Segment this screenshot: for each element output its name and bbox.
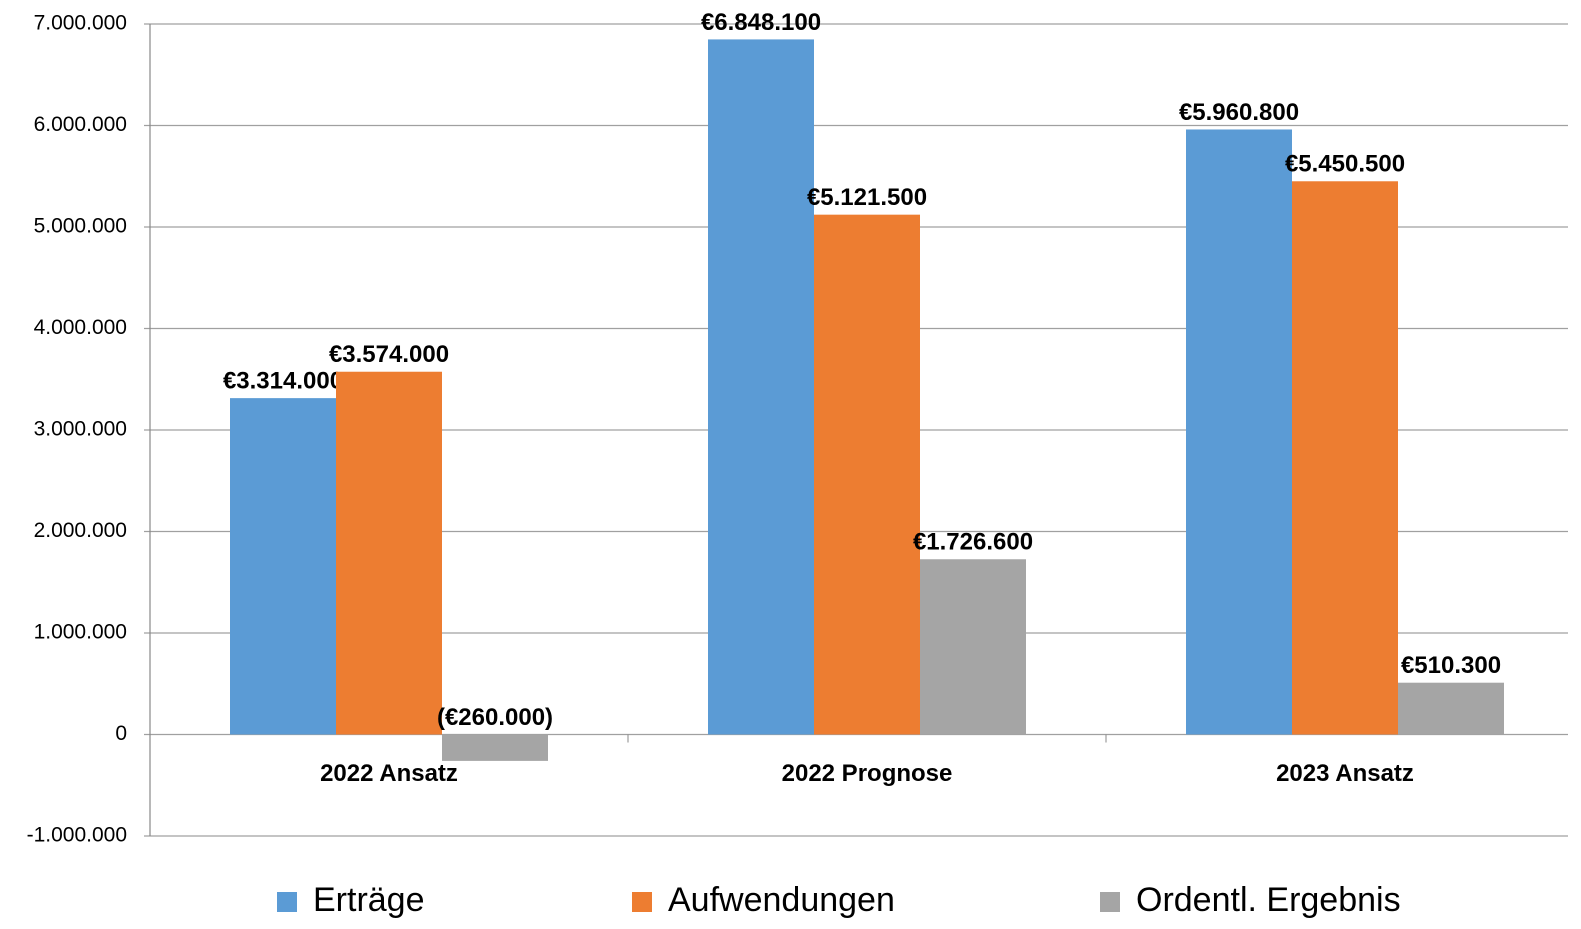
bar — [230, 398, 336, 735]
value-label: €1.726.600 — [913, 529, 1033, 556]
legend-swatch — [632, 892, 652, 912]
bar — [920, 559, 1026, 735]
legend-swatch — [1100, 892, 1120, 912]
y-tick-label: 2.000.000 — [34, 519, 127, 542]
bar — [442, 734, 548, 761]
x-tick-label: 2023 Ansatz — [1276, 760, 1414, 787]
bar — [814, 214, 920, 735]
bar — [708, 39, 814, 735]
value-label: €5.450.500 — [1285, 151, 1405, 178]
value-label: €3.314.000 — [223, 367, 343, 394]
value-label: €5.121.500 — [807, 184, 927, 211]
legend-label: Aufwendungen — [668, 881, 895, 919]
y-tick-label: 4.000.000 — [34, 316, 127, 339]
y-tick-label: 3.000.000 — [34, 418, 127, 441]
y-tick-label: 1.000.000 — [34, 621, 127, 644]
bar — [336, 371, 442, 735]
legend-label: Ordentl. Ergebnis — [1136, 881, 1401, 919]
x-tick-label: 2022 Ansatz — [320, 760, 458, 787]
y-tick-label: 7.000.000 — [34, 12, 127, 35]
y-tick-label: 0 — [115, 722, 127, 745]
bar — [1292, 181, 1398, 735]
x-tick-label: 2022 Prognose — [782, 760, 953, 787]
bar — [1398, 682, 1504, 735]
y-tick-label: 6.000.000 — [34, 113, 127, 136]
y-tick-label: -1.000.000 — [27, 824, 127, 847]
y-tick-label: 5.000.000 — [34, 215, 127, 238]
bar — [1186, 129, 1292, 735]
value-label: €510.300 — [1401, 652, 1501, 679]
value-label: €6.848.100 — [701, 9, 821, 36]
value-label: €3.574.000 — [329, 341, 449, 368]
value-label: €5.960.800 — [1179, 99, 1299, 126]
value-label: (€260.000) — [437, 704, 553, 731]
legend-swatch — [277, 892, 297, 912]
legend-label: Erträge — [313, 881, 425, 919]
